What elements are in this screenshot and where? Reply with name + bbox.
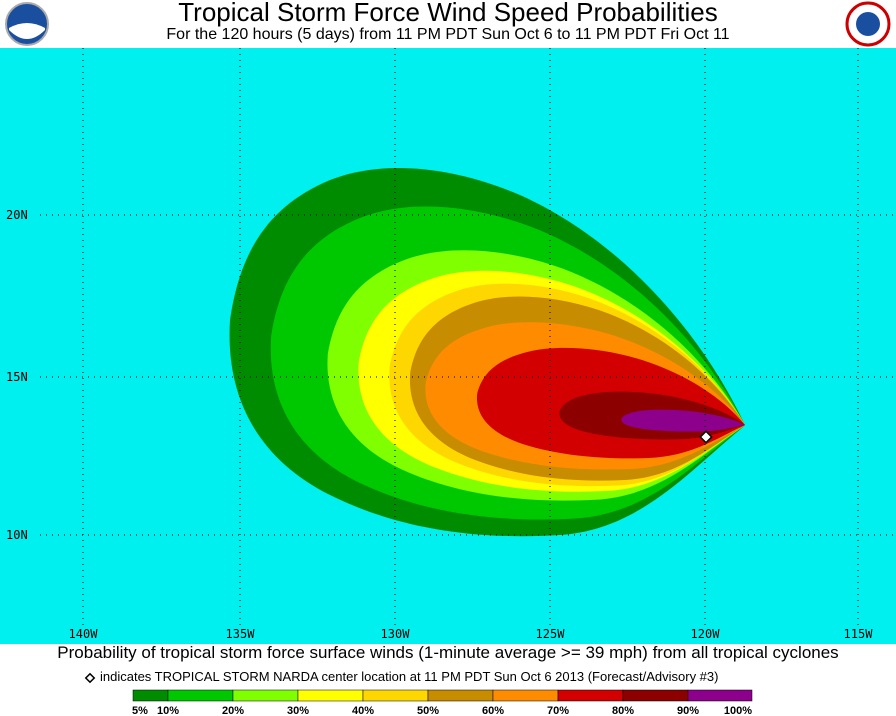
legend-label: 30%: [287, 705, 309, 716]
lon-label: 120W: [691, 627, 721, 641]
probability-bands: [229, 168, 745, 537]
lon-label: 115W: [844, 627, 874, 641]
lon-label: 130W: [381, 627, 411, 641]
lon-label: 135W: [226, 627, 256, 641]
legend-swatch: [427, 689, 494, 702]
legend-label: 50%: [417, 705, 439, 716]
legend-swatch: [297, 689, 364, 702]
subtitle: For the 120 hours (5 days) from 11 PM PD…: [166, 26, 729, 43]
legend-swatch: [132, 689, 169, 702]
legend-swatch: [687, 689, 753, 702]
legend-label: 10%: [157, 705, 179, 716]
legend-swatch: [492, 689, 559, 702]
noaa-logo: [5, 2, 49, 46]
legend-swatch: [232, 689, 299, 702]
legend-label: 5%: [132, 705, 148, 716]
lon-label: 140W: [69, 627, 99, 641]
marker-key: [84, 672, 96, 684]
storm-center-marker: [699, 430, 713, 444]
lat-label: 10N: [6, 528, 28, 542]
legend: 5% 10% 20% 30% 40% 50% 60% 70% 80% 90% 100%: [132, 689, 753, 716]
legend-label: 20%: [222, 705, 244, 716]
lat-label: 15N: [6, 370, 28, 384]
legend-label: 70%: [547, 705, 569, 716]
nws-logo: [845, 1, 891, 47]
legend-label: 80%: [612, 705, 634, 716]
title: Tropical Storm Force Wind Speed Probabil…: [178, 0, 717, 27]
legend-swatch: [557, 689, 624, 702]
legend-label: 40%: [352, 705, 374, 716]
lat-label: 20N: [6, 208, 28, 222]
legend-label: 90%: [677, 705, 699, 716]
legend-swatch: [622, 689, 689, 702]
legend-label: 100%: [724, 705, 752, 716]
caption: Probability of tropical storm force surf…: [57, 643, 838, 662]
grid: 140W 135W 130W 125W 120W 115W 20N 15N 10N: [6, 48, 896, 641]
legend-swatch: [362, 689, 429, 702]
marker-note: indicates TROPICAL STORM NARDA center lo…: [100, 669, 718, 684]
lon-label: 125W: [536, 627, 566, 641]
legend-label: 60%: [482, 705, 504, 716]
legend-swatch: [167, 689, 234, 702]
probability-band: [621, 409, 745, 432]
